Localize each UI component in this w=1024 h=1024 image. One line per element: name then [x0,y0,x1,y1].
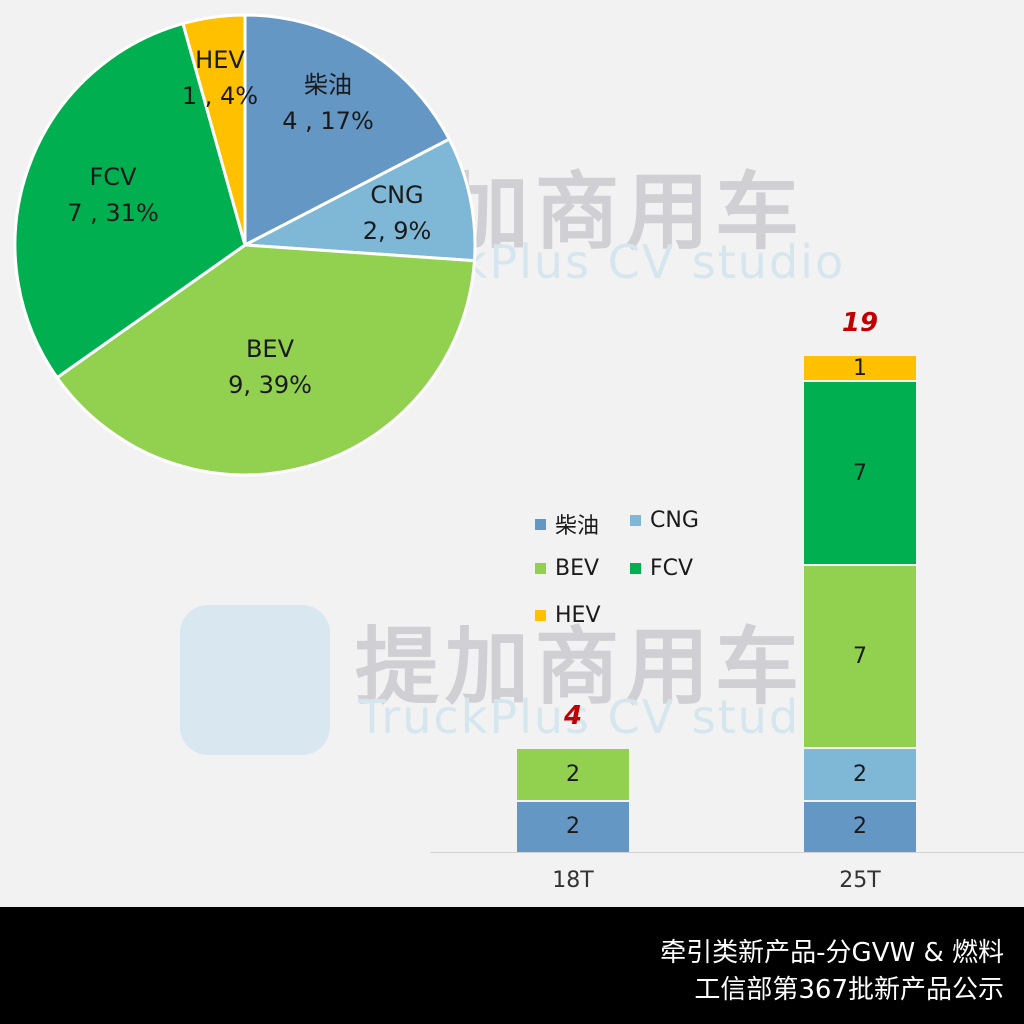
pie-slice-FCV [13,21,247,380]
x-axis-line [430,852,1024,853]
pie-slice-BEV [55,243,477,477]
bar-segment-BEV: 7 [804,563,916,748]
pie-slice-柴油 [243,13,452,248]
legend-swatch-icon [630,563,641,574]
legend-swatch-icon [535,610,546,621]
pie-label: CNG 2, 9% [362,181,432,245]
watermark-bottom: 提加商用车 TruckPlus CV studio [180,605,843,755]
footer-banner: 牵引类新产品-分GVW & 燃料 工信部第367批新产品公示 [0,907,1024,1024]
bar-total-label: 4 [563,701,583,732]
bar-segment-柴油: 2 [517,799,629,852]
pie-label: BEV 9, 39% [228,335,312,399]
bar-segment-HEV: 1 [804,354,916,381]
pie-label: FCV 7 , 31% [67,163,159,227]
legend-item-BEV: BEV [535,556,599,581]
legend-label: FCV [650,556,694,581]
footer-subtitle: 工信部第367批新产品公示 [694,975,1004,1005]
pie-slice-HEV [181,13,247,246]
watermark-logo-icon [180,605,330,755]
pie-label: 柴油 4 , 17% [282,71,374,135]
watermark-cn: 提加商用车 [355,618,806,716]
legend-item-柴油: 柴油 [535,508,599,540]
legend-label: HEV [555,603,601,628]
pie-slice-CNG [239,137,477,263]
legend-item-CNG: CNG [630,508,699,533]
bar-segment-CNG: 2 [804,747,916,800]
legend-label: CNG [650,508,699,533]
pie-label: HEV 1 , 4% [181,46,259,110]
watermark-en: TruckPlus CV studio [358,690,846,744]
legend-label: BEV [555,556,600,581]
legend-swatch-icon [535,518,546,530]
bar-segment-FCV: 7 [804,380,916,564]
bar-segment-柴油: 2 [804,799,916,852]
legend-item-HEV: HEV [535,603,601,628]
bar-segment-BEV: 2 [517,747,629,800]
pie-chart [13,13,477,477]
x-tick-label: 18T [552,868,594,893]
legend-label: 柴油 [555,514,600,539]
legend-swatch-icon [630,515,641,526]
bar-total-label: 19 [841,308,879,339]
legend-item-FCV: FCV [630,556,693,581]
legend-swatch-icon [535,563,546,574]
x-tick-label: 25T [839,868,881,893]
footer-title: 牵引类新产品-分GVW & 燃料 [660,938,1004,968]
